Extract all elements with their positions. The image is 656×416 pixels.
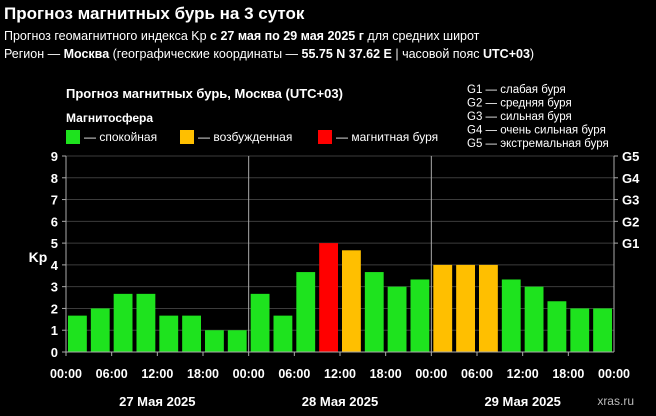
kp-bar — [387, 286, 407, 352]
x-tick-label: 00:00 — [233, 367, 265, 381]
kp-bar — [319, 243, 338, 352]
chart-title: Прогноз магнитных бурь, Москва (UTC+03) — [66, 86, 343, 101]
g-tick-label: G5 — [622, 149, 639, 164]
region-name: Москва — [63, 47, 110, 61]
y-tick-label: 6 — [51, 214, 58, 229]
period-prefix: Прогноз геомагнитного индекса Kp — [4, 29, 211, 43]
legend-swatch — [180, 130, 194, 144]
g-tick-label: G4 — [622, 171, 640, 186]
legend-label: — возбужденная — [198, 130, 292, 144]
kp-bar — [433, 264, 453, 352]
day-label: 28 Мая 2025 — [302, 394, 378, 409]
y-tick-label: 4 — [51, 258, 59, 273]
kp-bar — [113, 293, 133, 352]
legend-title: Магнитосфера — [66, 111, 153, 125]
kp-bar — [342, 250, 361, 352]
y-tick-label: 7 — [51, 193, 58, 208]
period-dates: с 27 мая по 29 мая 2025 г — [210, 29, 364, 43]
kp-bar — [182, 315, 201, 352]
day-label: 27 Мая 2025 — [119, 394, 195, 409]
grid — [66, 155, 614, 331]
timezone-label: | часовой пояс — [391, 47, 483, 61]
y-axis-label: Kp — [29, 249, 48, 265]
kp-bar — [524, 286, 544, 352]
bars — [68, 243, 612, 352]
x-tick-label: 06:00 — [278, 367, 310, 381]
coords-value: 55.75 N 37.62 E — [301, 47, 392, 61]
kp-bar — [456, 264, 475, 352]
storm-level-item: G2 — средняя буря — [467, 98, 572, 110]
storm-level-item: G1 — слабая буря — [467, 84, 566, 96]
x-tick-label: 12:00 — [141, 367, 173, 381]
kp-bar — [501, 279, 521, 352]
kp-bar — [296, 272, 316, 352]
y-tick-label: 0 — [51, 345, 58, 360]
kp-bar — [479, 264, 498, 352]
g-tick-label: G3 — [622, 193, 639, 208]
period-suffix: для средних широт — [363, 29, 480, 43]
forecast-period-line: Прогноз геомагнитного индекса Kp с 27 ма… — [4, 29, 479, 43]
legend-label: — магнитная буря — [336, 130, 438, 144]
storm-level-item: G5 — экстремальная буря — [467, 138, 609, 150]
g-tick-label: G2 — [622, 214, 639, 229]
kp-bar — [570, 308, 590, 352]
kp-bar — [68, 315, 87, 352]
coords-label: (географические координаты — — [109, 47, 302, 61]
y-tick-label: 2 — [51, 301, 58, 316]
axes: 0 1 2 3 4 5 6 7 8 9 G1 G2 G3 G4 G5 00:00 06:00 12:00 18:00… — [50, 149, 640, 409]
x-tick-label: 12:00 — [324, 367, 356, 381]
storm-level-item: G4 — очень сильная буря — [467, 125, 606, 137]
legend-swatch — [66, 130, 80, 144]
x-tick-label: 06:00 — [461, 367, 493, 381]
storm-level-item: G3 — сильная буря — [467, 111, 572, 123]
y-tick-label: 3 — [51, 280, 58, 295]
y-tick-label: 5 — [51, 236, 58, 251]
kp-bar — [547, 301, 567, 352]
watermark: xras.ru — [597, 394, 634, 408]
kp-bar — [227, 330, 247, 352]
kp-bar — [593, 308, 612, 352]
kp-bar — [250, 293, 270, 352]
x-tick-label: 00:00 — [50, 367, 82, 381]
x-tick-label: 06:00 — [96, 367, 128, 381]
kp-bar — [410, 279, 430, 352]
x-tick-label: 00:00 — [598, 367, 630, 381]
kp-bar — [205, 330, 224, 352]
kp-bar — [273, 315, 293, 352]
kp-bar — [90, 308, 110, 352]
day-label: 29 Мая 2025 — [484, 394, 560, 409]
region-close: ) — [529, 47, 535, 61]
legend: — спокойная — возбужденная — магнитная бур… — [66, 130, 438, 144]
x-tick-label: 18:00 — [370, 367, 402, 381]
region-label: Регион — — [4, 47, 64, 61]
x-tick-label: 18:00 — [187, 367, 219, 381]
legend-swatch — [318, 130, 332, 144]
y-tick-label: 1 — [51, 323, 58, 338]
x-tick-label: 00:00 — [415, 367, 447, 381]
x-tick-label: 18:00 — [552, 367, 584, 381]
region-line: Регион — Москва (географические координа… — [4, 47, 534, 61]
x-tick-label: 12:00 — [507, 367, 539, 381]
y-tick-label: 8 — [51, 171, 58, 186]
y-tick-label: 9 — [51, 149, 58, 164]
kp-bar — [136, 293, 156, 352]
page-title: Прогноз магнитных бурь на 3 суток — [4, 4, 305, 23]
g-tick-label: G1 — [622, 236, 639, 251]
timezone-value: UTC+03 — [483, 47, 530, 61]
legend-label: — спокойная — [84, 130, 157, 144]
kp-bar — [364, 272, 384, 352]
kp-bar — [159, 315, 179, 352]
